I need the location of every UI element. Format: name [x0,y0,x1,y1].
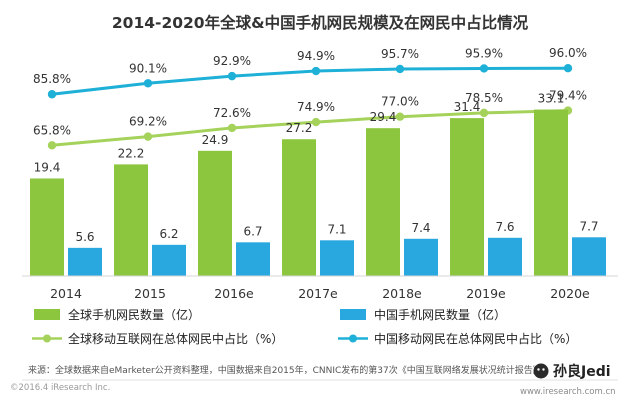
bar-global-2019e [450,118,484,276]
bar-label-china-2015: 6.2 [159,227,178,241]
bar-label-china-2018e: 7.4 [411,221,430,235]
chart-title: 2014-2020年全球&中国手机网民规模及在网民中占比情况 [112,13,529,32]
wechat-icon-eye-right [542,368,545,371]
line-label-global-2016e: 72.6% [213,106,251,120]
legend-label-1: 中国手机网民数量（亿） [374,307,506,322]
line-label-china-2018e: 95.7% [381,47,419,61]
line-point-china-2016e [227,71,237,81]
line-point-global-2014 [47,141,57,150]
bar-china-2014 [68,247,102,276]
wechat-icon [533,363,549,379]
bar-label-global-2014: 19.4 [34,160,61,174]
line-point-china-2017e [311,66,321,76]
watermark-badge: 孙良Jedi [533,363,611,380]
bar-global-2018e [366,128,400,276]
x-tick-2014: 2014 [50,286,82,301]
bar-label-china-2020e: 7.7 [579,219,598,233]
legend: 全球手机网民数量（亿） 中国手机网民数量（亿） 全球移动互联网在总体网民中占比（%）… [32,307,577,346]
x-tick-2016e: 2016e [214,286,254,301]
line-label-china-2017e: 94.9% [297,49,335,63]
bar-label-global-2017e: 27.2 [286,121,313,135]
line-point-china-2020e [563,64,573,73]
bar-china-2017e [320,240,354,276]
percentage-lines: 65.8% 69.2% 72.6% 74.9% 77.0% 78.5% 79.4% 85.8%… [33,46,587,150]
line-label-global-2014: 65.8% [33,123,71,137]
line-point-global-2017e [311,117,321,127]
line-label-global-2019e: 78.5% [465,91,503,105]
line-point-china-2014 [47,90,57,99]
line-label-global-2018e: 77.0% [381,95,419,109]
bar-label-china-2014: 5.6 [75,230,94,244]
x-tick-2017e: 2017e [298,286,338,301]
bar-china-2015 [152,244,186,276]
website-text: www.iresearch.com.cn [520,387,616,397]
source-note: 来源：全球数据来自eMarketer公开资料整理，中国数据来自2015年，CNN… [28,364,542,376]
line-point-china-2018e [395,64,405,74]
line-point-global-2016e [227,123,237,133]
line-label-china-2014: 85.8% [33,72,71,86]
copyright-text: ©2016.4 iResearch Inc. [10,383,110,393]
bar-china-2019e [488,237,522,276]
bar-label-global-2020e: 33.1 [538,92,565,106]
legend-label-2: 全球移动互联网在总体网民中占比（%） [68,331,283,346]
line-label-global-2020e: 79.4% [549,89,587,103]
x-tick-2020e: 2020e [550,286,590,301]
line-point-global-2018e [395,112,405,121]
line-label-china-2015: 90.1% [129,61,167,75]
legend-swatch-0 [34,309,60,320]
bar-label-global-2015: 22.2 [118,146,145,160]
x-axis-labels: 2014 2015 2016e 2017e 2018e 2019e 2020e [50,286,590,301]
line-label-global-2015: 69.2% [129,115,167,129]
bar-global-2015 [114,164,148,276]
x-tick-2019e: 2019e [466,286,506,301]
bar-label-global-2018e: 29.4 [370,110,397,124]
bar-label-global-2019e: 31.4 [454,100,481,114]
bar-global-2017e [282,139,316,276]
legend-marker-3 [349,334,357,343]
bar-global-2016e [198,150,232,276]
line-point-global-2019e [479,108,489,118]
legend-marker-2 [43,334,51,343]
line-point-china-2019e [479,64,489,73]
watermark-brand: 孙良Jedi [553,363,611,380]
wechat-icon-eye-left [537,368,540,371]
bar-label-china-2019e: 7.6 [495,220,514,234]
line-label-china-2016e: 92.9% [213,54,251,68]
bar-china-2016e [236,242,270,276]
bars: 19.4 22.2 24.9 27.2 29.4 31.4 33.1 5.6 6.2 6.7 7.1… [30,92,606,276]
x-tick-2015: 2015 [134,286,166,301]
line-label-china-2020e: 96.0% [549,46,587,60]
bar-global-2020e [534,109,568,276]
bar-label-china-2017e: 7.1 [327,222,346,236]
bar-china-2018e [404,238,438,276]
line-label-china-2019e: 95.9% [465,46,503,60]
line-point-china-2015 [143,79,153,88]
line-point-global-2015 [143,132,153,141]
legend-label-0: 全球手机网民数量（亿） [68,307,200,322]
bar-label-china-2016e: 6.7 [243,224,262,238]
line-label-global-2017e: 74.9% [297,100,335,114]
bar-china-2020e [572,237,606,276]
bar-global-2014 [30,178,64,276]
legend-label-3: 中国移动网民在总体网民中占比（%） [374,331,577,346]
bar-label-global-2016e: 24.9 [202,133,229,147]
legend-swatch-1 [340,309,366,320]
x-tick-2018e: 2018e [382,286,422,301]
